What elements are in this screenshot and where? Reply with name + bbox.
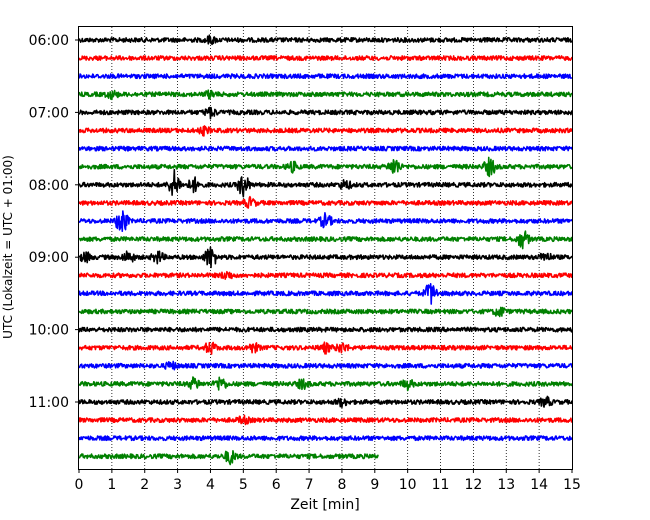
y-tick-label: 07:00 [29,105,69,121]
y-axis-ticks: 06:00 07:00 08:00 09:00 10:00 11:00 [29,33,79,411]
x-axis-ticks: 0 1 2 3 4 5 6 7 8 9 10 11 12 13 14 15 [75,469,581,493]
y-tick-label: 10:00 [29,323,69,339]
trace-1145 [78,450,379,466]
trace-1030 [78,360,573,371]
x-tick-label: 13 [497,477,515,493]
y-tick-label: 09:00 [29,250,69,266]
trace-0730 [78,145,573,152]
trace-0830 [78,210,573,233]
trace-0700 [78,106,573,120]
trace-0800 [78,168,573,198]
x-tick-label: 10 [399,477,417,493]
y-axis-label: UTC (Lokalzeit = UTC + 01:00) [1,155,15,339]
x-tick-label: 6 [272,477,281,493]
trace-0930 [78,283,573,305]
trace-0915 [78,270,573,280]
x-tick-label: 15 [563,477,581,493]
trace-1000 [78,326,573,333]
trace-0945 [78,306,573,318]
trace-1015 [78,341,573,355]
trace-0600 [78,34,573,46]
trace-0630 [78,73,573,80]
x-tick-label: 2 [140,477,149,493]
x-tick-label: 11 [432,477,450,493]
x-tick-label: 3 [173,477,182,493]
x-tick-label: 7 [305,477,314,493]
plot-frame [78,26,573,470]
x-tick-label: 1 [107,477,116,493]
y-tick-label: 11:00 [29,395,69,411]
trace-0615 [78,55,573,62]
x-tick-label: 12 [464,477,482,493]
x-tick-label: 9 [370,477,379,493]
trace-1115 [78,414,573,426]
trace-1045 [78,376,573,392]
x-tick-label: 5 [239,477,248,493]
seismogram-traces [78,34,573,466]
x-tick-label: 8 [337,477,346,493]
x-tick-label: 0 [75,477,84,493]
x-axis-label: Zeit [min] [290,497,359,513]
trace-0900 [78,246,573,269]
trace-0745 [78,156,573,178]
trace-0845 [78,230,573,250]
trace-0715 [78,125,573,137]
y-tick-label: 06:00 [29,33,69,49]
x-tick-label: 14 [530,477,548,493]
trace-1100 [78,395,573,409]
trace-1130 [78,435,573,442]
y-tick-label: 08:00 [29,178,69,194]
x-tick-label: 4 [206,477,215,493]
trace-0815 [78,195,573,209]
trace-0645 [78,89,573,101]
